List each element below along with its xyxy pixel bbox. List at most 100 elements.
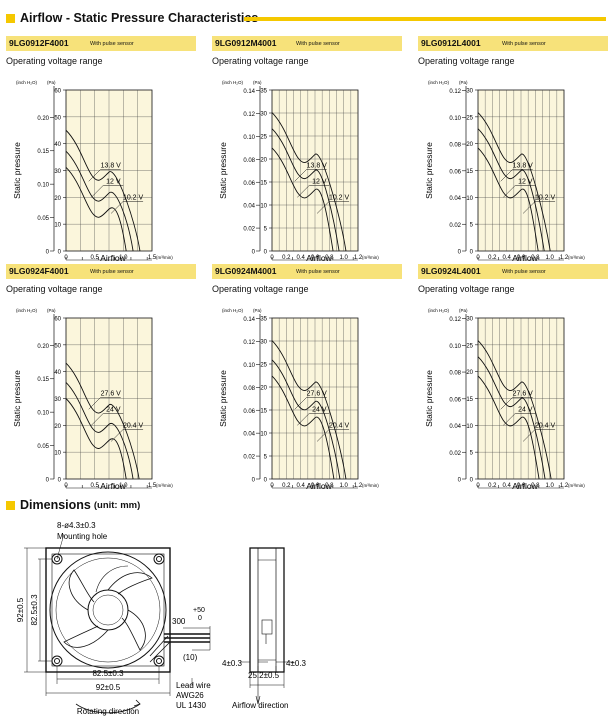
leader-line bbox=[316, 429, 330, 442]
leader-line bbox=[522, 429, 536, 442]
pa-tick-label: 15 bbox=[466, 397, 473, 403]
y-axis-label: Static pressure bbox=[12, 142, 22, 199]
pq-chart: 0 5 10 15 20 25 30 35 0 0.02 0.04 0.06 0.08 0.10 0.12 0… bbox=[218, 80, 379, 262]
m3-tick-label: 1.0 bbox=[119, 255, 128, 261]
m3-tick-label: 0.2 bbox=[282, 483, 291, 489]
pq-curve bbox=[65, 362, 140, 480]
pq-curve bbox=[477, 147, 539, 252]
m3-tick-label: 1.2 bbox=[560, 255, 569, 261]
inch-tick-label: 0 bbox=[252, 478, 256, 484]
pa-tick-label: 20 bbox=[466, 370, 473, 376]
dimensions-section-title: Dimensions (unit: mm) bbox=[6, 497, 140, 513]
pa-unit: (Pa) bbox=[47, 80, 56, 85]
inch-tick-label: 0.15 bbox=[37, 377, 49, 383]
model-number: 9LG0924M4001 bbox=[215, 266, 277, 276]
pa-tick-label: 5 bbox=[470, 451, 474, 457]
m3-tick-label: 1.0 bbox=[119, 483, 128, 489]
y-axis-label: Static pressure bbox=[424, 142, 434, 199]
inch-tick-label: 0.04 bbox=[243, 204, 255, 210]
pa-tick-label: 0 bbox=[264, 250, 268, 256]
pa-tick-label: 50 bbox=[54, 343, 61, 349]
pq-curve bbox=[271, 340, 347, 480]
m3-tick-label: 1.2 bbox=[560, 483, 569, 489]
m3-tick-label: 0.4 bbox=[502, 255, 511, 261]
voltage-label: 24 V bbox=[518, 406, 533, 413]
m3-tick-label: 0.6 bbox=[311, 255, 320, 261]
voltage-label: 10.2 V bbox=[329, 194, 350, 201]
inch-tick-label: 0.06 bbox=[449, 169, 461, 175]
m3-tick-label: 0.2 bbox=[488, 255, 497, 261]
inch-tick-label: 0 bbox=[46, 250, 50, 256]
inch-tick-label: 0.06 bbox=[243, 181, 255, 187]
inch-tick-label: 0.08 bbox=[449, 371, 461, 377]
pq-curve bbox=[65, 398, 127, 480]
pa-tick-label: 10 bbox=[54, 451, 61, 457]
leader-line bbox=[91, 185, 104, 198]
voltage-range-label: Operating voltage range bbox=[6, 56, 103, 66]
hole-spec: 8-ø4.3±0.3 bbox=[57, 521, 96, 530]
inch-tick-label: 0.02 bbox=[449, 223, 461, 229]
section-rule bbox=[244, 17, 606, 21]
pq-curve bbox=[65, 150, 134, 252]
model-header: 9LG0924M4001 With pulse sensor bbox=[212, 264, 402, 279]
inch-tick-label: 0 bbox=[458, 250, 462, 256]
voltage-label: 20.4 V bbox=[123, 422, 144, 429]
leader-line bbox=[88, 397, 101, 410]
inch-tick-label: 0.10 bbox=[243, 135, 255, 141]
inch-tick-label: 0.14 bbox=[243, 89, 255, 95]
pa-unit: (Pa) bbox=[253, 308, 262, 313]
frame-thickness-left: 4±0.3 bbox=[222, 659, 243, 668]
inch-tick-label: 0.12 bbox=[243, 112, 255, 118]
pq-curve bbox=[271, 375, 335, 480]
inch-tick-label: 0.06 bbox=[449, 397, 461, 403]
inch-tick-label: 0.20 bbox=[37, 116, 49, 122]
pa-tick-label: 30 bbox=[260, 112, 267, 118]
m3-tick-label: 0.6 bbox=[311, 483, 320, 489]
pa-tick-label: 0 bbox=[264, 478, 268, 484]
inch-tick-label: 0.12 bbox=[449, 89, 461, 95]
m3-unit: (m³/min) bbox=[362, 255, 379, 260]
voltage-label: 27.6 V bbox=[513, 390, 534, 397]
leader-line bbox=[110, 201, 124, 214]
m3-tick-label: 0.8 bbox=[325, 255, 334, 261]
m3-tick-label: 0 bbox=[64, 255, 68, 261]
y-axis-label: Static pressure bbox=[424, 370, 434, 427]
m3-tick-label: 0.8 bbox=[325, 483, 334, 489]
m3-unit: (m³/min) bbox=[156, 483, 173, 488]
pa-tick-label: 25 bbox=[260, 135, 267, 141]
dimension-drawing: 8-ø4.3±0.3 Mounting hole 92±0.5 82.5±0.3… bbox=[16, 521, 307, 716]
pa-tick-label: 20 bbox=[54, 196, 61, 202]
chart-panel: 9LG0924M4001 With pulse sensor Operating v… bbox=[212, 264, 402, 496]
voltage-range-label: Operating voltage range bbox=[212, 56, 309, 66]
inch-tick-label: 0.02 bbox=[243, 455, 255, 461]
pa-tick-label: 5 bbox=[264, 227, 268, 233]
voltage-label: 13.8 V bbox=[101, 162, 122, 169]
inch-unit: (inch H₂O) bbox=[222, 80, 244, 85]
ul-label: UL 1430 bbox=[176, 701, 207, 710]
chart-panel: 9LG0912L4001 With pulse sensor Operating v… bbox=[418, 36, 608, 268]
pa-tick-label: 35 bbox=[260, 317, 267, 323]
voltage-label: 12 V bbox=[106, 178, 121, 185]
inch-tick-label: 0 bbox=[458, 478, 462, 484]
m3-tick-label: 0.6 bbox=[517, 255, 526, 261]
inch-tick-label: 0.10 bbox=[449, 116, 461, 122]
pa-tick-label: 20 bbox=[260, 386, 267, 392]
lead-wire-label: Lead wire bbox=[176, 681, 211, 690]
pa-tick-label: 10 bbox=[260, 204, 267, 210]
pq-curve bbox=[477, 112, 551, 252]
pa-tick-label: 0 bbox=[58, 478, 62, 484]
model-header: 9LG0924L4001 With pulse sensor bbox=[418, 264, 608, 279]
pa-tick-label: 15 bbox=[466, 169, 473, 175]
m3-tick-label: 1.5 bbox=[148, 255, 157, 261]
voltage-label: 24 V bbox=[312, 406, 327, 413]
inch-unit: (inch H₂O) bbox=[222, 308, 244, 313]
lead-length: 300 bbox=[172, 617, 186, 626]
sensor-note: With pulse sensor bbox=[296, 269, 340, 275]
inch-unit: (inch H₂O) bbox=[428, 80, 450, 85]
voltage-label: 24 V bbox=[106, 406, 121, 413]
voltage-label: 12 V bbox=[312, 178, 327, 185]
x-axis-label: Airflow bbox=[512, 253, 538, 262]
pa-unit: (Pa) bbox=[459, 80, 468, 85]
pq-curve bbox=[65, 382, 134, 480]
m3-tick-label: 0.6 bbox=[517, 483, 526, 489]
